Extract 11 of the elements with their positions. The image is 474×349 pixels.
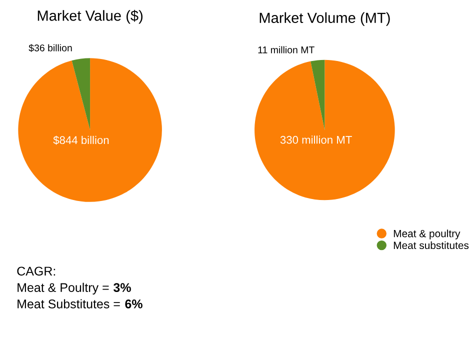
data-label: 11 million MT [258,46,314,54]
legend-label: Meat substitutes [394,241,469,250]
text: CAGR: [17,266,56,276]
text: Meat & Poultry = 3% [18,282,131,294]
data-label: $36 billion [28,44,72,52]
chart-title: Market Volume (MT) [260,12,390,26]
legend-label: Meat & poultry [394,230,460,240]
data-label: $844 billion [53,136,109,145]
data-label: 330 million MT [280,136,352,144]
text: Meat Substitutes = 6% [18,299,142,308]
chart-title: Market Value ($) [38,10,143,24]
